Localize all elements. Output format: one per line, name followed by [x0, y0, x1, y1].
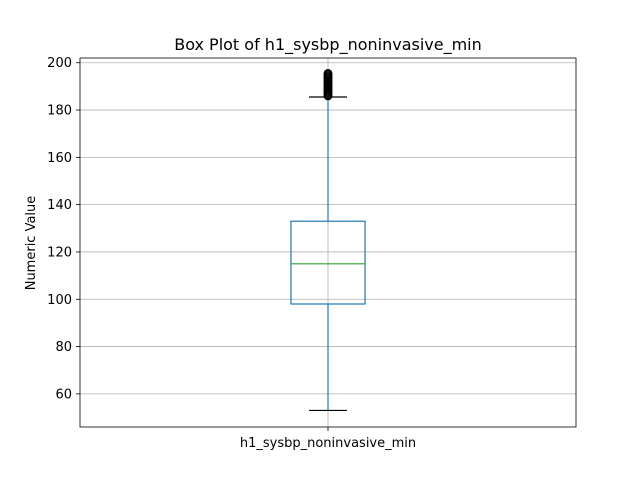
outlier-point-19 — [323, 68, 333, 78]
y-tick-label-4: 140 — [47, 198, 72, 213]
x-tick-label-0: h1_sysbp_noninvasive_min — [240, 436, 416, 451]
y-tick-label-1: 80 — [55, 340, 72, 355]
y-tick-label-7: 200 — [47, 56, 72, 71]
y-tick-label-5: 160 — [47, 151, 72, 166]
y-axis-ticks: 60 80 100 120 140 160 180 200 — [47, 56, 80, 402]
y-tick-label-6: 180 — [47, 104, 72, 119]
iqr-box — [290, 220, 366, 305]
x-axis-ticks: h1_sysbp_noninvasive_min — [240, 427, 416, 451]
y-axis-label: Numeric Value — [24, 196, 39, 291]
y-tick-label-0: 60 — [55, 387, 72, 402]
y-tick-label-2: 100 — [47, 293, 72, 308]
y-tick-label-3: 120 — [47, 245, 72, 260]
boxes — [290, 68, 366, 412]
chart-title: Box Plot of h1_sysbp_noninvasive_min — [174, 35, 482, 55]
